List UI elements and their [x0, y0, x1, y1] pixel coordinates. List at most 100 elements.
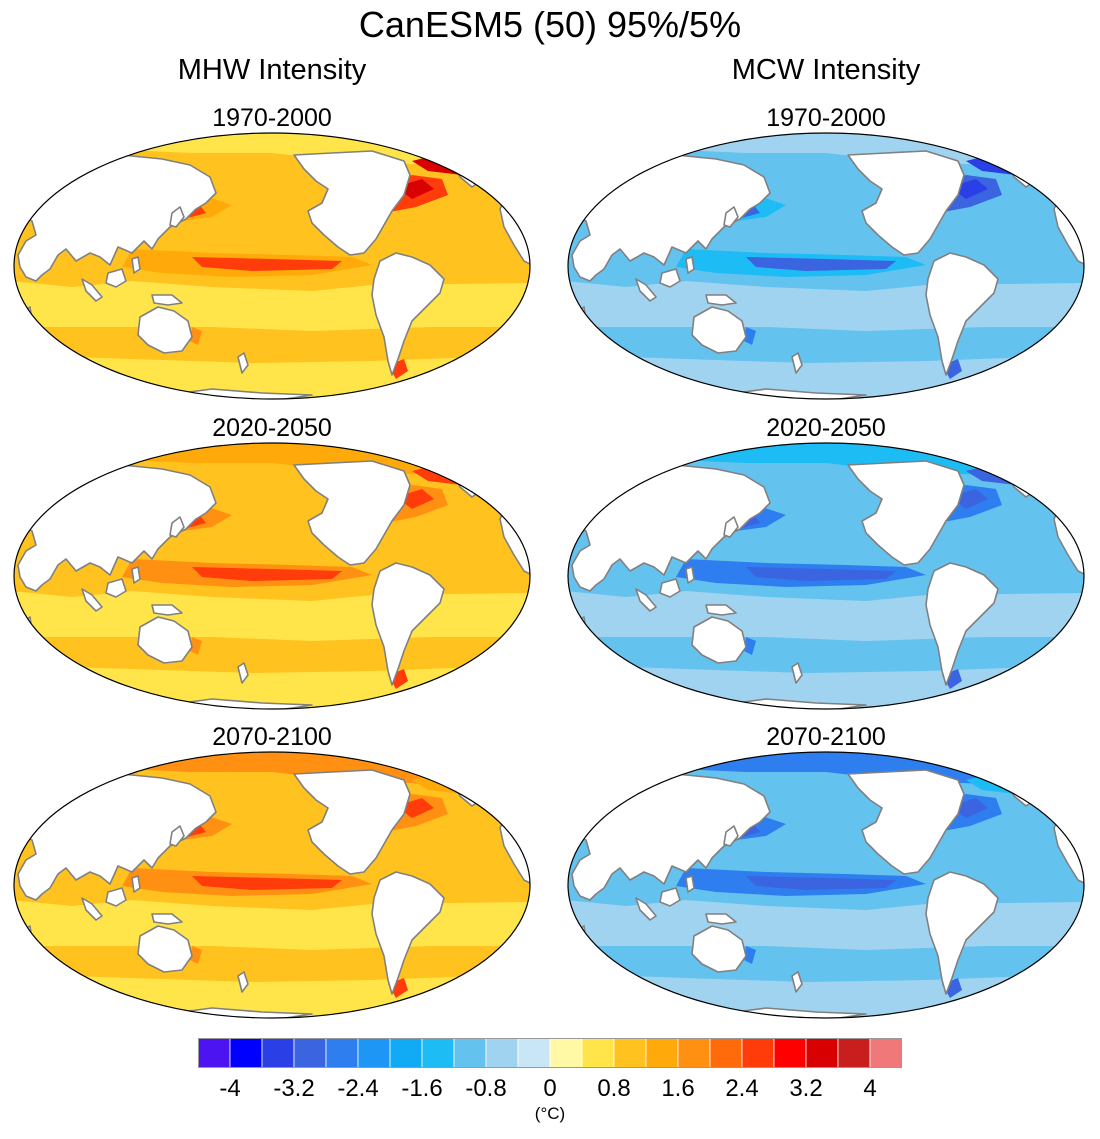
land-newZealand	[237, 971, 249, 993]
colorbar-box	[293, 1038, 327, 1069]
land-newGuinea	[705, 913, 737, 925]
figure-title: CanESM5 (50) 95%/5%	[358, 4, 742, 45]
colorbar-box	[677, 1038, 711, 1069]
land-northAmerica	[293, 460, 411, 566]
land-philippines	[131, 875, 141, 893]
land-borneo	[105, 268, 127, 288]
colorbar-box	[709, 1038, 743, 1069]
land-newZealand	[791, 971, 803, 993]
land-borneo	[105, 887, 127, 907]
colorbar-box	[453, 1038, 487, 1069]
colorbar-tick-label: -4	[219, 1075, 241, 1102]
colorbar-tick-label: 4	[863, 1075, 877, 1102]
mcw-period-title-2020-2050: 2020-2050	[766, 414, 886, 442]
colorbar-tick-label: -3.2	[273, 1075, 315, 1102]
mcw-period-title-1970-2000: 1970-2000	[766, 104, 886, 132]
land-newGuinea	[151, 294, 183, 306]
land-japan	[169, 206, 185, 228]
map-frame	[13, 132, 531, 400]
land-newZealand	[237, 352, 249, 374]
colorbar-tick-label: -0.8	[465, 1075, 507, 1102]
land-philippines	[685, 566, 695, 584]
land-sumatra	[635, 588, 657, 612]
land-australia	[691, 306, 747, 354]
colorbar-box	[741, 1038, 775, 1069]
anomaly-zone-gulfCore	[396, 179, 434, 199]
colorbar-box	[229, 1038, 263, 1069]
colorbar-tick-label: 1.6	[661, 1075, 695, 1102]
anomaly-zone-eastAus	[744, 946, 756, 964]
colorbar-box	[805, 1038, 839, 1069]
colorbar-box	[869, 1038, 902, 1069]
colorbar-box	[421, 1038, 455, 1069]
map-frame	[13, 751, 531, 1019]
anomaly-zone-eastAus	[744, 327, 756, 345]
land-philippines	[131, 256, 141, 274]
colorbar-box	[325, 1038, 359, 1069]
colorbar-box	[485, 1038, 519, 1069]
colorbar-tick-label: 0.8	[597, 1075, 631, 1102]
mcw-map-2070-2100	[567, 751, 1085, 1019]
land-northAmerica	[293, 150, 411, 256]
colorbar-box	[261, 1038, 295, 1069]
land-newGuinea	[705, 294, 737, 306]
map-frame	[567, 442, 1085, 710]
land-newZealand	[237, 662, 249, 684]
land-sumatra	[635, 897, 657, 921]
anomaly-zone-gulfCore	[950, 798, 988, 818]
anomaly-zone-gulfCore	[396, 798, 434, 818]
mhw-period-title-2070-2100: 2070-2100	[212, 723, 332, 751]
colorbar-box	[837, 1038, 871, 1069]
land-philippines	[685, 875, 695, 893]
land-southAmerica	[925, 871, 999, 995]
anomaly-zone-gulfCore	[396, 489, 434, 509]
anomaly-zone-eqCore	[192, 567, 342, 581]
land-philippines	[131, 566, 141, 584]
mhw-map-2070-2100	[13, 751, 531, 1019]
mhw-period-title-1970-2000: 1970-2000	[212, 104, 332, 132]
land-sumatra	[635, 278, 657, 302]
land-borneo	[659, 268, 681, 288]
land-japan	[169, 516, 185, 538]
land-northAmerica	[847, 150, 965, 256]
land-newGuinea	[151, 913, 183, 925]
mcw-map-2020-2050	[567, 442, 1085, 710]
colorbar-tick-label: -2.4	[337, 1075, 379, 1102]
anomaly-zone-eastAus	[190, 637, 202, 655]
anomaly-zone-eqCore	[192, 876, 342, 890]
land-borneo	[659, 578, 681, 598]
land-japan	[169, 825, 185, 847]
mhw-map-2020-2050	[13, 442, 531, 710]
land-southAmerica	[925, 252, 999, 376]
mhw-map-1970-2000	[13, 132, 531, 400]
colorbar-tick-label: 2.4	[725, 1075, 759, 1102]
land-southAmerica	[371, 562, 445, 686]
anomaly-zone-eastAus	[190, 946, 202, 964]
anomaly-zone-eastAus	[190, 327, 202, 345]
land-japan	[723, 206, 739, 228]
land-newZealand	[791, 662, 803, 684]
land-northAmerica	[293, 769, 411, 875]
colorbar-box	[773, 1038, 807, 1069]
land-philippines	[685, 256, 695, 274]
anomaly-zone-eqCore	[746, 257, 896, 271]
land-southAmerica	[371, 871, 445, 995]
mhw-column-title: MHW Intensity	[177, 54, 367, 86]
land-newGuinea	[151, 604, 183, 616]
colorbar	[198, 1038, 902, 1069]
land-newZealand	[791, 352, 803, 374]
land-southAmerica	[371, 252, 445, 376]
anomaly-zone-eqCore	[746, 567, 896, 581]
land-japan	[723, 516, 739, 538]
land-northAmerica	[847, 460, 965, 566]
land-northAmerica	[847, 769, 965, 875]
land-australia	[691, 616, 747, 664]
land-newGuinea	[705, 604, 737, 616]
colorbar-tick-label: 0	[543, 1075, 557, 1102]
land-sumatra	[81, 897, 103, 921]
anomaly-zone-eqCore	[746, 876, 896, 890]
land-borneo	[105, 578, 127, 598]
colorbar-box	[549, 1038, 583, 1069]
colorbar-unit: (°C)	[534, 1104, 566, 1123]
land-japan	[723, 825, 739, 847]
